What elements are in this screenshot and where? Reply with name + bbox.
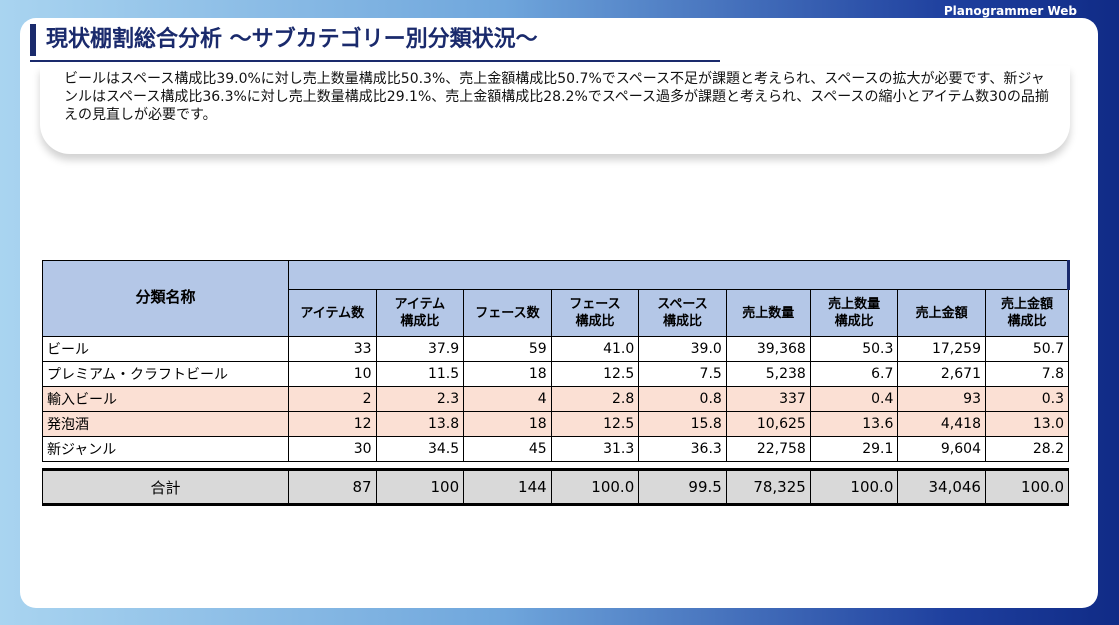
cell: 12: [288, 411, 377, 437]
cell: 39,368: [725, 336, 811, 362]
cell: 10: [288, 361, 377, 387]
cell: 4: [463, 386, 552, 412]
spacer-cell: [42, 461, 1069, 470]
header-row: 分類名称: [42, 260, 1070, 337]
cell: 2: [288, 386, 377, 412]
column-header: 売上数量 構成比: [809, 289, 899, 337]
table-body: ビール 33 37.9 59 41.0 39.0 39,368 50.3 17,259 50.7 プ…: [42, 336, 1070, 506]
column-header: フェース数: [463, 289, 552, 337]
cell: 5,238: [725, 361, 811, 387]
table-row: ビール 33 37.9 59 41.0 39.0 39,368 50.3 17,259 50.7: [42, 336, 1070, 362]
column-header: 売上金額 構成比: [984, 289, 1070, 337]
spacer: [42, 461, 1069, 470]
cell: 4,418: [897, 411, 986, 437]
cell: 34.5: [375, 436, 465, 462]
column-header: アイテム数: [288, 289, 377, 337]
cell: 11.5: [375, 361, 465, 387]
column-header: スペース 構成比: [638, 289, 727, 337]
title-underline: [30, 60, 720, 62]
cell: 31.3: [550, 436, 640, 462]
cell: 22,758: [725, 436, 811, 462]
row-label: 発泡酒: [42, 411, 289, 437]
total-cell: 78,325: [725, 468, 811, 506]
total-cell: 99.5: [638, 468, 727, 506]
cell: 18: [463, 411, 552, 437]
total-cell: 100.0: [984, 468, 1070, 506]
cell: 2,671: [897, 361, 986, 387]
cell: 12.5: [550, 411, 640, 437]
cell: 337: [725, 386, 811, 412]
cell: 93: [897, 386, 986, 412]
cell: 0.8: [638, 386, 727, 412]
cell: 29.1: [809, 436, 899, 462]
cell: 13.6: [809, 411, 899, 437]
cell: 41.0: [550, 336, 640, 362]
summary-box: ビールはスペース構成比39.0%に対し売上数量構成比50.3%、売上金額構成比5…: [40, 66, 1070, 154]
total-row: 合計 87 100 144 100.0 99.5 78,325 100.0 34,046 100.…: [42, 468, 1070, 506]
cell: 12.5: [550, 361, 640, 387]
cell: 2.8: [550, 386, 640, 412]
cell: 59: [463, 336, 552, 362]
total-cell: 144: [463, 468, 552, 506]
cell: 0.4: [809, 386, 899, 412]
cell: 10,625: [725, 411, 811, 437]
title: 現状棚割総合分析 ～サブカテゴリー別分類状況～: [30, 24, 538, 56]
row-label: プレミアム・クラフトビール: [42, 361, 289, 387]
cell: 30: [288, 436, 377, 462]
cell: 0.3: [984, 386, 1070, 412]
total-cell: 100.0: [809, 468, 899, 506]
cell: 15.8: [638, 411, 727, 437]
table-row: 新ジャンル 30 34.5 45 31.3 36.3 22,758 29.1 9,604 28.2: [42, 436, 1070, 462]
cell: 37.9: [375, 336, 465, 362]
table: 分類名称 アイテム数 アイテム 構成比 フェース数 フェース 構成比 スペース 構成比 売上…: [42, 260, 1070, 506]
row-label: 輸入ビール: [42, 386, 289, 412]
column-header: 分類名称: [42, 260, 289, 337]
cell: 36.3: [638, 436, 727, 462]
total-cell: 87: [288, 468, 377, 506]
cell: 45: [463, 436, 552, 462]
summary-text: ビールはスペース構成比39.0%に対し売上数量構成比50.3%、売上金額構成比5…: [64, 71, 1049, 123]
cell: 33: [288, 336, 377, 362]
table-row: 発泡酒 12 13.8 18 12.5 15.8 10,625 13.6 4,418 13.0: [42, 411, 1070, 437]
total-cell: 100.0: [550, 468, 640, 506]
cell: 2.3: [375, 386, 465, 412]
total-label: 合計: [42, 468, 289, 506]
brand: Planogrammer Web: [943, 4, 1077, 18]
cell: 50.3: [809, 336, 899, 362]
cell: 50.7: [984, 336, 1070, 362]
cell: 39.0: [638, 336, 727, 362]
cell: 6.7: [809, 361, 899, 387]
column-header: 売上金額: [897, 289, 986, 337]
row-label: 新ジャンル: [42, 436, 289, 462]
row-label: ビール: [42, 336, 289, 362]
cell: 28.2: [984, 436, 1070, 462]
column-header: 売上数量: [725, 289, 811, 337]
column-header: アイテム 構成比: [375, 289, 465, 337]
total-cell: 100: [375, 468, 465, 506]
cell: 13.0: [984, 411, 1070, 437]
table-row: 輸入ビール 2 2.3 4 2.8 0.8 337 0.4 93 0.3: [42, 386, 1070, 412]
total-cell: 34,046: [897, 468, 986, 506]
table-head: 分類名称 アイテム数 アイテム 構成比 フェース数 フェース 構成比 スペース 構成比 売上…: [42, 260, 1070, 337]
header-row: アイテム数 アイテム 構成比 フェース数 フェース 構成比 スペース 構成比 売上数量 売上…: [43, 289, 1070, 337]
cell: 7.5: [638, 361, 727, 387]
table-row: プレミアム・クラフトビール 10 11.5 18 12.5 7.5 5,238 6.7 2,67…: [42, 361, 1070, 387]
cell: 18: [463, 361, 552, 387]
cell: 13.8: [375, 411, 465, 437]
cell: 17,259: [897, 336, 986, 362]
header-band: [288, 260, 1070, 290]
cell: 9,604: [897, 436, 986, 462]
column-header: フェース 構成比: [550, 289, 640, 337]
cell: 7.8: [984, 361, 1070, 387]
